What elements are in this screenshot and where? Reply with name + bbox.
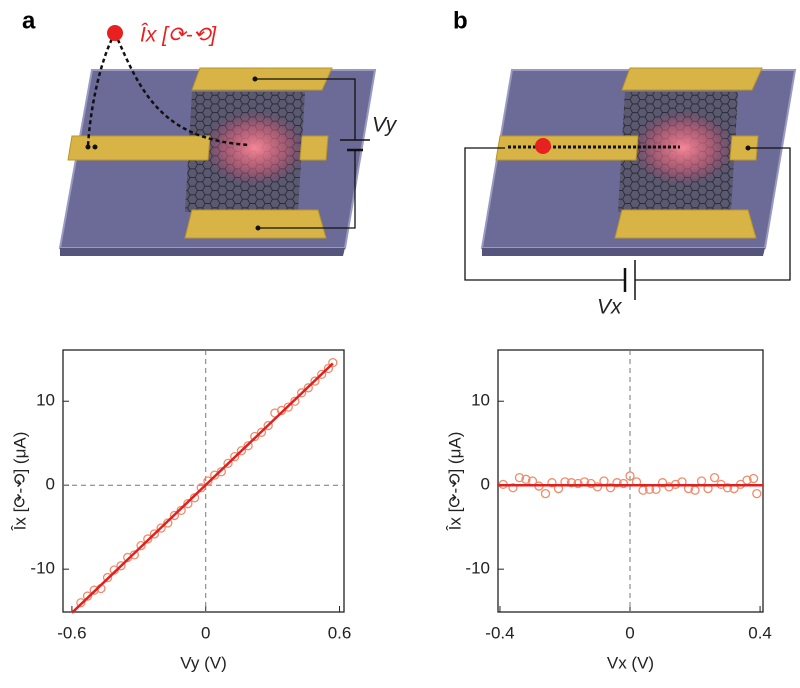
data-point [283, 402, 293, 412]
data-point [657, 478, 668, 488]
data-point [143, 534, 153, 544]
data-point [323, 363, 334, 374]
data-point [156, 523, 166, 533]
data-point [566, 478, 577, 488]
data-point [176, 505, 186, 516]
fit-line [71, 362, 334, 614]
data-point [625, 471, 635, 481]
data-point [748, 473, 759, 484]
data-point [89, 585, 99, 595]
y-tick-label: -10 [30, 559, 55, 578]
data-point [605, 483, 616, 493]
data-point [216, 467, 226, 477]
data-point [223, 458, 233, 469]
plot-frame [62, 349, 345, 613]
data-point [236, 446, 247, 456]
data-point [263, 420, 273, 431]
y-tick-label: 0 [46, 475, 55, 494]
x-tick-label: 0.6 [328, 623, 352, 642]
data-point [243, 441, 253, 451]
schematic-b [464, 67, 797, 300]
data-point [196, 483, 206, 493]
x-tick-label: 0.4 [748, 623, 772, 642]
data-point [256, 427, 267, 437]
panel-label: b [453, 7, 468, 34]
data-point [508, 483, 518, 493]
data-point [722, 483, 733, 493]
x-tick-label: 0 [201, 623, 210, 642]
data-point [203, 476, 213, 486]
data-point [116, 561, 126, 571]
data-point [310, 376, 320, 386]
voltage-label: Vx [597, 296, 623, 319]
data-point [592, 482, 603, 492]
data-point [76, 598, 86, 608]
data-point [149, 529, 160, 539]
schematic-a [58, 25, 377, 256]
y-axis-label: Îx [⟳-⟲] (μA) [445, 432, 464, 532]
x-tick-label: -0.4 [485, 623, 514, 642]
data-point [296, 388, 307, 398]
data-point [136, 541, 146, 551]
y-axis-label: Îx [⟳-⟲] (μA) [10, 432, 29, 532]
panel-label: a [22, 7, 36, 34]
data-point [303, 383, 313, 393]
y-tick-label: 10 [36, 391, 55, 410]
data-point [612, 478, 622, 488]
y-tick-label: -10 [465, 559, 490, 578]
data-point [230, 451, 240, 462]
data-point [129, 550, 140, 560]
x-tick-label: 0 [625, 623, 634, 642]
data-point [290, 396, 300, 406]
data-point [317, 369, 327, 380]
data-point [328, 357, 338, 368]
data-point [547, 478, 557, 488]
data-point [163, 518, 173, 528]
annotation: Îx [⟳-⟲] [140, 24, 217, 47]
data-point [618, 478, 629, 489]
data-point [696, 476, 707, 486]
data-point [752, 488, 762, 499]
data-point [250, 431, 260, 442]
data-point [102, 572, 113, 583]
x-axis-label: Vx (V) [607, 653, 654, 672]
data-point [82, 591, 93, 601]
data-point [709, 472, 720, 483]
data-point [664, 482, 674, 492]
voltage-label: Vy [372, 114, 398, 137]
y-tick-label: 10 [471, 391, 490, 410]
x-axis-label: Vy (V) [180, 653, 227, 672]
y-tick-label: 0 [481, 475, 490, 494]
data-point [169, 510, 180, 521]
x-tick-label: -0.6 [57, 623, 86, 642]
data-point [521, 474, 531, 484]
data-point [183, 499, 193, 509]
data-point [514, 472, 525, 483]
data-point [573, 478, 583, 489]
data-point [540, 488, 551, 499]
data-point [599, 476, 609, 486]
